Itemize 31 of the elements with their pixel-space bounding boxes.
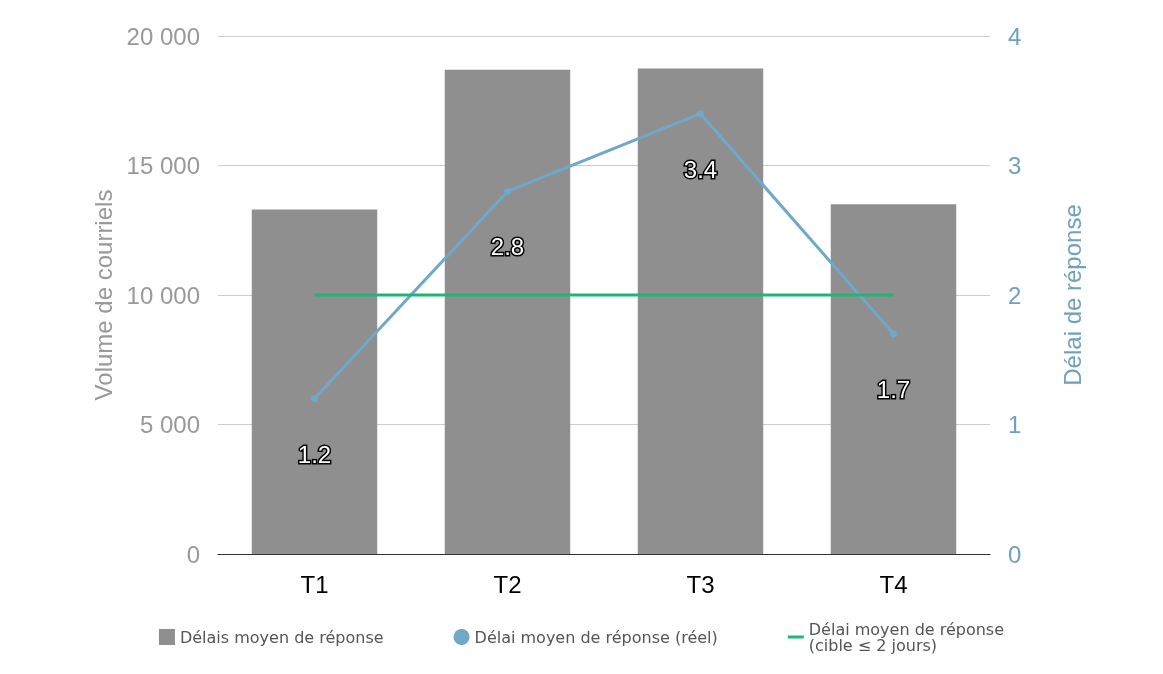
y-tick-label: 0 bbox=[186, 540, 200, 568]
x-tick-label: T2 bbox=[493, 570, 522, 598]
x-tick-label: T1 bbox=[300, 570, 329, 598]
bar bbox=[444, 69, 571, 554]
data-label: 1.7 bbox=[876, 375, 911, 403]
y2-tick-label: 1 bbox=[1008, 411, 1022, 438]
point bbox=[311, 395, 318, 403]
legend-label: Délai moyen de réponse (réel) bbox=[474, 627, 718, 647]
y-tick-label: 5 000 bbox=[139, 411, 200, 438]
y2-tick-label: 2 bbox=[1008, 281, 1022, 309]
data-label: 3.4 bbox=[683, 155, 718, 183]
y2-tick-label: 3 bbox=[1008, 152, 1022, 179]
legend-label: Délai moyen de réponse (cible ≤ 2 jours) bbox=[808, 619, 1005, 655]
y-tick-label: 10 000 bbox=[126, 281, 200, 309]
x-tick-label: T4 bbox=[879, 570, 908, 598]
y-tick-label: 20 000 bbox=[126, 22, 200, 50]
data-label: 1.2 bbox=[297, 440, 332, 468]
data-label: 2.8 bbox=[490, 233, 525, 261]
y2-axis-title: Délai de réponse bbox=[1058, 204, 1086, 386]
legend-label: Délais moyen de réponse bbox=[179, 627, 384, 647]
point bbox=[504, 187, 511, 195]
x-tick-label: T3 bbox=[686, 570, 715, 598]
bar bbox=[637, 68, 764, 554]
y-tick-label: 15 000 bbox=[126, 152, 200, 179]
y2-tick-label: 4 bbox=[1008, 22, 1022, 50]
y-axis-title: Volume de courriels bbox=[90, 189, 118, 401]
bar bbox=[830, 204, 957, 554]
bar bbox=[251, 209, 378, 554]
point bbox=[697, 110, 704, 118]
y2-tick-label: 0 bbox=[1008, 540, 1022, 568]
point bbox=[890, 330, 897, 338]
